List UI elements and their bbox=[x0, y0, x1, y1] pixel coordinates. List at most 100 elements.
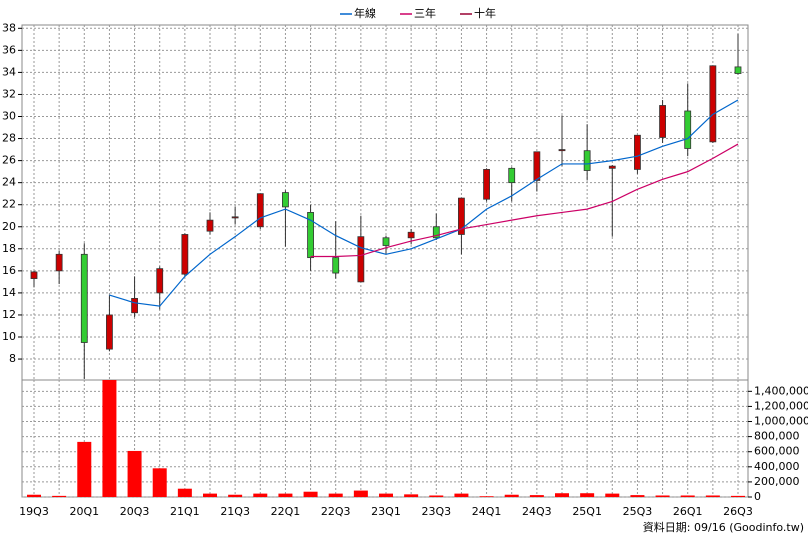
volume-bar bbox=[454, 493, 469, 497]
candle-body bbox=[407, 231, 415, 239]
x-tick-label: 24Q3 bbox=[522, 505, 552, 518]
candle-body bbox=[684, 110, 692, 149]
plot-frame bbox=[21, 24, 749, 498]
volume-bar bbox=[731, 495, 745, 497]
candle-body bbox=[55, 253, 63, 272]
x-tick-label: 24Q1 bbox=[472, 505, 502, 518]
candle-body bbox=[734, 66, 742, 74]
volume-bar bbox=[580, 493, 595, 497]
candle-body bbox=[256, 193, 264, 228]
volume-bar bbox=[655, 495, 670, 497]
x-tick-label: 20Q1 bbox=[69, 505, 99, 518]
y-tick-label: 18 bbox=[2, 242, 16, 255]
volume-bar bbox=[353, 490, 368, 497]
volume-bar bbox=[555, 493, 569, 497]
volume-bar bbox=[27, 494, 41, 497]
y-tick-label: 200,000 bbox=[754, 475, 800, 488]
y-tick-label: 24 bbox=[2, 176, 16, 189]
legend-label: 三年 bbox=[414, 6, 436, 20]
x-tick-label: 25Q1 bbox=[572, 505, 602, 518]
y-tick-label: 26 bbox=[2, 154, 16, 167]
candle-body bbox=[583, 150, 591, 171]
volume-bar bbox=[203, 493, 217, 497]
y-tick-label: 10 bbox=[2, 330, 16, 343]
volume-bar bbox=[605, 493, 620, 497]
y-tick-label: 16 bbox=[2, 264, 16, 277]
y-tick-label: 22 bbox=[2, 198, 16, 211]
y-tick-label: 800,000 bbox=[754, 430, 800, 443]
y-tick-label: 38 bbox=[2, 21, 16, 34]
y-tick-label: 28 bbox=[2, 132, 16, 145]
candle-body bbox=[483, 169, 490, 200]
y-tick-label: 32 bbox=[2, 87, 16, 100]
candle-body bbox=[357, 236, 365, 283]
volume-bar bbox=[429, 495, 444, 497]
ma-line bbox=[310, 143, 739, 258]
y-tick-label: 8 bbox=[9, 352, 16, 365]
volume-bar bbox=[504, 494, 519, 497]
candle-body bbox=[558, 149, 566, 152]
y-tick-label: 36 bbox=[2, 43, 16, 56]
y-tick-label: 1,000,000 bbox=[754, 415, 808, 428]
candle-body bbox=[533, 151, 541, 181]
candle-body bbox=[432, 226, 440, 239]
volume-bar bbox=[52, 495, 67, 497]
y-tick-label: 30 bbox=[2, 110, 16, 123]
x-tick-label: 26Q3 bbox=[723, 505, 753, 518]
volume-bar bbox=[253, 493, 268, 497]
y-tick-label: 600,000 bbox=[754, 445, 800, 458]
candle-body bbox=[30, 271, 38, 279]
y-tick-label: 14 bbox=[2, 286, 16, 299]
candle-body bbox=[709, 65, 717, 143]
volume-bar bbox=[479, 496, 494, 497]
volume-bar bbox=[630, 495, 645, 497]
candle-body bbox=[206, 219, 214, 232]
volume-bar bbox=[404, 494, 419, 497]
candle-body bbox=[382, 237, 390, 246]
candle-body bbox=[106, 314, 113, 350]
volume-bar bbox=[228, 494, 243, 497]
candle-body bbox=[458, 197, 465, 235]
x-tick-label: 19Q3 bbox=[19, 505, 49, 518]
x-tick-label: 21Q1 bbox=[170, 505, 200, 518]
x-tick-label: 22Q1 bbox=[271, 505, 301, 518]
x-tick-label: 23Q3 bbox=[421, 505, 451, 518]
candle-body bbox=[332, 257, 340, 274]
volume-bar bbox=[177, 488, 192, 497]
candle-body bbox=[131, 298, 138, 314]
x-tick-label: 26Q1 bbox=[673, 505, 703, 518]
y-tick-label: 1,400,000 bbox=[754, 384, 808, 397]
x-tick-label: 25Q3 bbox=[623, 505, 653, 518]
volume-bar bbox=[680, 495, 695, 497]
volume-bar bbox=[705, 495, 720, 497]
x-tick-label: 20Q3 bbox=[120, 505, 150, 518]
x-tick-label: 21Q3 bbox=[220, 505, 250, 518]
candle-body bbox=[659, 105, 666, 138]
y-tick-label: 400,000 bbox=[754, 460, 800, 473]
volume-bar bbox=[303, 491, 318, 497]
volume-bar bbox=[379, 493, 393, 497]
y-tick-label: 0 bbox=[754, 490, 761, 503]
y-tick-label: 20 bbox=[2, 220, 16, 233]
volume-bar bbox=[328, 493, 343, 497]
legend-label: 年線 bbox=[354, 6, 376, 20]
candle-body bbox=[608, 165, 616, 169]
y-tick-label: 12 bbox=[2, 308, 16, 321]
x-tick-label: 23Q1 bbox=[371, 505, 401, 518]
candle-body bbox=[634, 134, 641, 170]
candle-body bbox=[80, 253, 88, 343]
ma-line bbox=[109, 99, 739, 307]
volume-bar bbox=[278, 493, 293, 497]
volume-bar bbox=[529, 495, 544, 497]
y-tick-label: 34 bbox=[2, 65, 16, 78]
x-tick-label: 22Q3 bbox=[321, 505, 351, 518]
y-tick-label: 1,200,000 bbox=[754, 399, 808, 412]
candle-body bbox=[231, 216, 239, 219]
volume-bar bbox=[152, 468, 167, 497]
candle-body bbox=[307, 212, 314, 259]
candle-body bbox=[181, 234, 189, 275]
volume-bar bbox=[127, 450, 142, 497]
volume-bar bbox=[102, 380, 117, 497]
